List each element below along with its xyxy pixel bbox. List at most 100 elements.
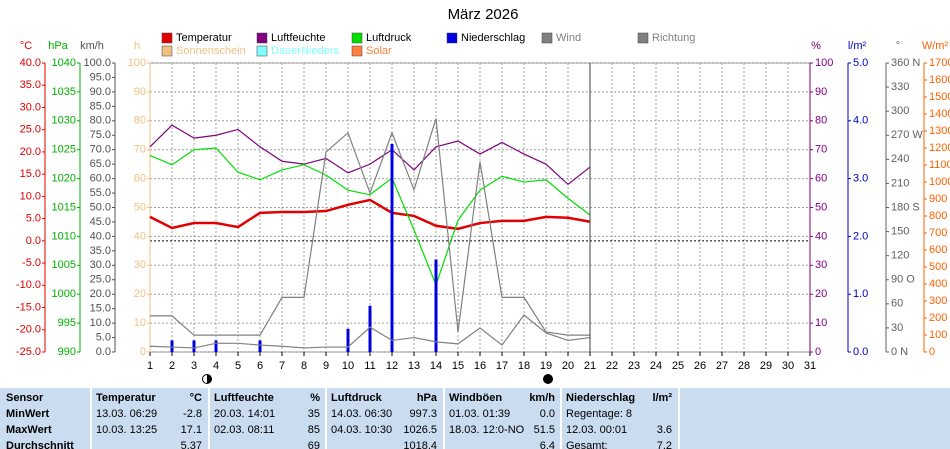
header-cell: Windböen <box>449 392 503 404</box>
y-tick-label: 500 <box>929 261 947 273</box>
y-axis-title: % <box>811 40 821 52</box>
y-tick-label: 20 <box>134 288 146 300</box>
cell-date: Gesamt: <box>566 440 608 449</box>
header-cell: Luftdruck <box>331 392 382 404</box>
row-label: Durchschnitt <box>6 440 74 449</box>
y-tick-label: 0.0 <box>96 346 111 358</box>
cell-date: 04.03. 10:30 <box>331 424 393 436</box>
y-tick-label: 40 <box>134 230 146 242</box>
y-tick-label: 70 <box>815 144 827 156</box>
x-tick-label: 3 <box>191 360 197 372</box>
y-tick-label: 600 <box>929 244 947 256</box>
y-tick-label: 15.0 <box>20 168 41 180</box>
table-row: MaxWert 10.03. 13:25 17.1 02.03. 08:11 85 04.… <box>0 423 950 439</box>
series-line <box>149 124 591 186</box>
y-tick-label: 50.0 <box>90 201 111 213</box>
y-tick-label: 30 <box>815 259 827 271</box>
y-tick-label: 1005 <box>52 259 76 271</box>
y-tick-label: 0.0 <box>26 235 41 247</box>
column-separator <box>678 388 680 449</box>
header-cell: Niederschlag <box>566 392 636 404</box>
y-tick-label: 50 <box>134 201 146 213</box>
column-separator <box>560 388 562 449</box>
y-tick-label: 5.0 <box>26 213 41 225</box>
y-tick-label: -20.0 <box>16 324 41 336</box>
legend-swatch <box>446 32 458 44</box>
y-tick-label: 1500 <box>929 91 950 103</box>
y-tick-label: 400 <box>929 278 947 290</box>
y-tick-label: 80 <box>815 115 827 127</box>
y-tick-label: 40.0 <box>90 230 111 242</box>
y-tick-label: 60 <box>134 173 146 185</box>
chart-title: März 2026 <box>448 6 519 23</box>
cell-date: 13.03. 06:29 <box>96 408 158 420</box>
y-tick-label: 240 <box>891 153 909 165</box>
y-tick-label: 100 <box>815 57 833 69</box>
y-tick-label: 1600 <box>929 74 950 86</box>
legend-swatch <box>256 32 268 44</box>
series-line <box>150 118 590 336</box>
x-tick-label: 1 <box>147 360 153 372</box>
y-tick-label: 1200 <box>929 142 950 154</box>
x-tick-label: 9 <box>323 360 329 372</box>
y-tick-label: 30 <box>134 259 146 271</box>
x-tick-label: 31 <box>804 360 816 372</box>
legend-label: Temperatur <box>176 32 232 44</box>
y-tick-label: 60.0 <box>90 173 111 185</box>
y-tick-label: 0 <box>815 346 821 358</box>
x-tick-label: 16 <box>474 360 486 372</box>
y-tick-label: 300 <box>891 105 909 117</box>
y-tick-label: 70 <box>134 144 146 156</box>
y-tick-label: 800 <box>929 210 947 222</box>
bar <box>368 305 372 352</box>
y-tick-label: 200 <box>929 312 947 324</box>
y-tick-label: 1.0 <box>853 288 868 300</box>
cell-date: 02.03. 08:11 <box>214 424 275 436</box>
y-tick-label: 100.0 <box>83 57 111 69</box>
x-tick-label: 15 <box>452 360 464 372</box>
y-axis-title: l/m² <box>848 40 867 52</box>
y-tick-label: 300 <box>929 295 947 307</box>
y-tick-label: 1000 <box>929 176 950 188</box>
y-tick-label: 1030 <box>52 115 76 127</box>
y-tick-label: 0 <box>140 346 146 358</box>
x-tick-label: 30 <box>782 360 794 372</box>
y-tick-label: -25.0 <box>16 346 41 358</box>
bar <box>434 259 438 352</box>
bar <box>390 143 394 352</box>
legend-swatch <box>256 45 268 57</box>
y-tick-label: 60 <box>815 173 827 185</box>
x-tick-label: 4 <box>213 360 219 372</box>
table-row: MinWert 13.03. 06:29 -2.8 20.03. 14:01 35 14.… <box>0 407 950 423</box>
moon-icons <box>202 374 553 384</box>
legend-label: Luftdruck <box>366 32 412 44</box>
y-tick-label: 120 <box>891 250 909 262</box>
y-tick-label: 1400 <box>929 108 950 120</box>
y-tick-label: 90 <box>815 86 827 98</box>
y-axis-title: °C <box>20 40 32 52</box>
y-tick-label: 25.0 <box>20 124 41 136</box>
y-tick-label: 10.0 <box>90 317 111 329</box>
y-tick-label: 10 <box>815 317 827 329</box>
cell-value: -2.8 <box>183 408 202 420</box>
cell-value: 17.1 <box>180 424 202 436</box>
y-tick-label: 10.0 <box>20 190 41 202</box>
cell-value: 51.5 <box>533 424 555 436</box>
y-tick-label: 95.0 <box>90 71 111 83</box>
x-tick-label: 29 <box>760 360 772 372</box>
x-tick-label: 20 <box>562 360 574 372</box>
legend-swatch <box>161 32 173 44</box>
y-tick-label: 990 <box>58 346 76 358</box>
y-tick-label: 30 <box>891 322 903 334</box>
legend-label: Solar <box>366 45 392 57</box>
y-tick-label: 80 <box>134 115 146 127</box>
y-tick-label: 1700 <box>929 57 950 69</box>
y-tick-label: 75.0 <box>90 129 111 141</box>
y-tick-label: 20.0 <box>20 146 41 158</box>
legend-label: Niederschlag <box>461 32 525 44</box>
column-separator <box>90 388 92 449</box>
y-tick-label: 0 N <box>891 346 908 358</box>
y-tick-label: 4.0 <box>853 115 868 127</box>
header-cell: Luftfeuchte <box>214 392 274 404</box>
